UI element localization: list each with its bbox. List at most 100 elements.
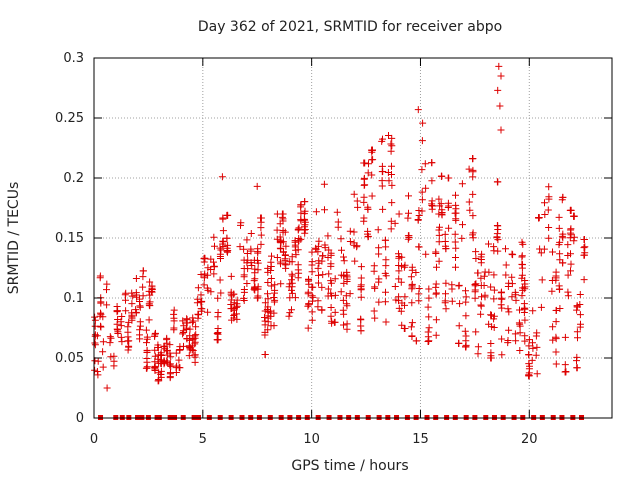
data-point [257, 231, 265, 239]
data-point [244, 265, 252, 273]
data-point [516, 347, 524, 354]
data-point [151, 332, 159, 340]
data-point [264, 303, 272, 311]
data-point [452, 263, 459, 271]
y-tick-label: 0.25 [55, 111, 84, 126]
data-point [375, 250, 383, 258]
data-point [277, 280, 285, 288]
data-point [264, 279, 272, 286]
data-point [207, 266, 215, 273]
data-point [305, 301, 313, 309]
data-point [370, 262, 378, 270]
data-point [382, 318, 390, 326]
data-point [382, 256, 390, 264]
data-point [210, 258, 217, 266]
data-point [237, 221, 244, 229]
data-point [407, 273, 415, 281]
data-point [378, 137, 386, 145]
data-point [321, 241, 329, 249]
y-tick-label: 0.2 [63, 171, 84, 186]
data-point [452, 191, 459, 199]
data-point [495, 62, 503, 70]
data-point [521, 316, 529, 324]
data-point [143, 355, 151, 362]
data-point [452, 209, 460, 217]
data-point [97, 309, 104, 317]
data-point [382, 243, 390, 251]
data-point [117, 318, 125, 326]
data-point [339, 296, 347, 304]
data-point [240, 271, 248, 279]
data-point [189, 317, 197, 325]
data-point [157, 349, 165, 357]
data-point [331, 275, 339, 283]
data-point [125, 337, 133, 345]
data-point [142, 326, 150, 334]
data-point [573, 328, 581, 336]
data-point [371, 314, 379, 322]
data-point [340, 253, 347, 261]
data-point [418, 188, 426, 196]
data-point [96, 274, 104, 282]
data-point [143, 347, 151, 355]
data-point [106, 339, 114, 347]
data-point [97, 323, 105, 331]
data-point [435, 195, 443, 203]
data-point [533, 370, 541, 378]
data-point [122, 289, 130, 297]
data-point [292, 251, 300, 259]
data-point [233, 296, 241, 304]
data-point [418, 196, 426, 204]
data-point [163, 334, 171, 342]
data-point [442, 290, 449, 298]
data-point [194, 314, 202, 322]
data-point [278, 210, 286, 218]
data-point [368, 192, 376, 200]
data-point [432, 248, 440, 256]
data-point [425, 285, 433, 293]
data-point [441, 230, 449, 238]
data-point [444, 199, 452, 207]
data-point [462, 332, 470, 340]
data-point [318, 306, 326, 314]
data-point [375, 278, 383, 286]
data-point [388, 142, 396, 150]
data-point [519, 240, 527, 248]
data-point [388, 181, 396, 189]
data-point [497, 301, 505, 309]
data-point [512, 337, 520, 345]
data-point [570, 212, 578, 220]
data-point [324, 232, 332, 240]
data-point [188, 318, 196, 326]
data-point [319, 252, 327, 260]
data-point [452, 244, 460, 252]
data-point [408, 285, 416, 293]
data-point [214, 294, 222, 302]
data-point [398, 253, 406, 261]
y-tick-label: 0 [76, 411, 84, 426]
data-point [210, 270, 218, 278]
data-point [357, 293, 365, 301]
axis-ticks: 0 0.05 0.1 0.15 0.2 0.25 0.3 0 5 10 15 20 [55, 51, 612, 447]
data-point [301, 198, 309, 206]
data-point [458, 234, 466, 242]
data-point [474, 350, 482, 358]
data-point [318, 257, 326, 265]
data-point [157, 373, 165, 381]
data-point [257, 214, 265, 222]
data-point [251, 275, 259, 283]
data-point [325, 270, 333, 278]
data-point [477, 301, 485, 309]
data-point [415, 297, 423, 305]
data-point [462, 312, 470, 320]
data-point [145, 301, 153, 309]
data-point [261, 314, 268, 321]
data-point [567, 267, 574, 275]
data-point [451, 238, 459, 246]
data-point [400, 325, 408, 332]
data-point [379, 205, 387, 213]
data-point [498, 295, 506, 303]
data-point [197, 305, 205, 313]
data-point [324, 285, 332, 293]
